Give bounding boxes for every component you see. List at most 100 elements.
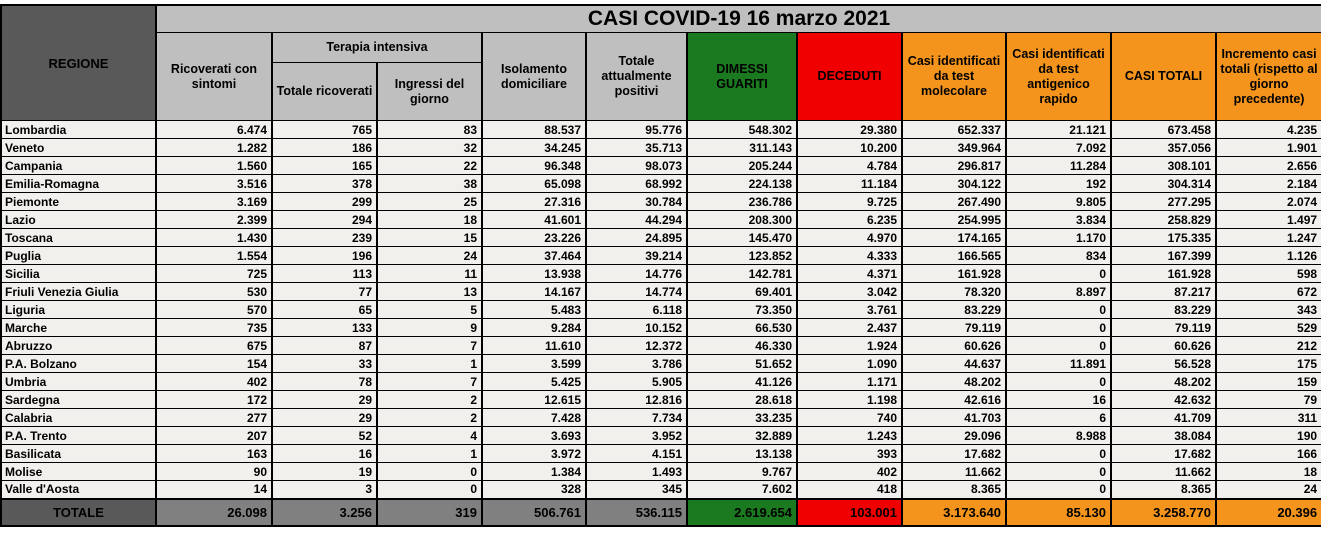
value-cell: 1: [376, 354, 483, 373]
value-cell: 161.928: [901, 264, 1007, 283]
value-cell: 1.497: [1214, 210, 1321, 229]
value-cell: 418: [796, 480, 903, 499]
value-cell: 239: [271, 228, 378, 247]
col-header-casi-totali: CASI TOTALI: [1110, 32, 1217, 121]
value-cell: 3.761: [796, 300, 903, 319]
table-row: P.A. Bolzano 154 33 1 3.599 3.786 51.652 1.090 4…: [0, 354, 1321, 373]
value-cell: 166: [1214, 444, 1321, 463]
value-cell: 2: [376, 408, 483, 427]
value-cell: 1.493: [585, 462, 688, 481]
value-cell: 3.952: [585, 426, 688, 445]
total-value-cell: 319: [376, 497, 483, 526]
value-cell: 1.171: [796, 372, 903, 391]
value-cell: 83: [376, 120, 483, 139]
region-name-cell: Piemonte: [0, 192, 157, 211]
value-cell: 1.243: [796, 426, 903, 445]
value-cell: 174.165: [901, 228, 1007, 247]
value-cell: 44.294: [585, 210, 688, 229]
value-cell: 13.938: [481, 264, 587, 283]
table-row: Basilicata 163 16 1 3.972 4.151 13.138 393 17.68…: [0, 444, 1321, 463]
table-row: Piemonte 3.169 299 25 27.316 30.784 236.786 9.7…: [0, 192, 1321, 211]
total-value-cell: 26.098: [155, 497, 273, 526]
value-cell: 38.084: [1110, 426, 1217, 445]
value-cell: 8.988: [1005, 426, 1112, 445]
value-cell: 7.734: [585, 408, 688, 427]
value-cell: 14.774: [585, 282, 688, 301]
value-cell: 1.282: [155, 138, 273, 157]
value-cell: 224.138: [686, 174, 798, 193]
total-value-cell: 3.258.770: [1110, 497, 1217, 526]
value-cell: 192: [1005, 174, 1112, 193]
value-cell: 6.118: [585, 300, 688, 319]
value-cell: 133: [271, 318, 378, 337]
value-cell: 311: [1214, 408, 1321, 427]
value-cell: 0: [1005, 372, 1112, 391]
value-cell: 73.350: [686, 300, 798, 319]
value-cell: 3.693: [481, 426, 587, 445]
value-cell: 834: [1005, 246, 1112, 265]
region-name-cell: Campania: [0, 156, 157, 175]
region-name-cell: Toscana: [0, 228, 157, 247]
value-cell: 18: [376, 210, 483, 229]
value-cell: 299: [271, 192, 378, 211]
value-cell: 4.235: [1214, 120, 1321, 139]
value-cell: 11.610: [481, 336, 587, 355]
value-cell: 740: [796, 408, 903, 427]
value-cell: 1: [376, 444, 483, 463]
value-cell: 328: [481, 480, 587, 499]
value-cell: 8.897: [1005, 282, 1112, 301]
value-cell: 11: [376, 264, 483, 283]
value-cell: 21.121: [1005, 120, 1112, 139]
value-cell: 65.098: [481, 174, 587, 193]
value-cell: 51.652: [686, 354, 798, 373]
value-cell: 0: [1005, 462, 1112, 481]
region-name-cell: Valle d'Aosta: [0, 480, 157, 499]
value-cell: 95.776: [585, 120, 688, 139]
value-cell: 267.490: [901, 192, 1007, 211]
value-cell: 24: [376, 246, 483, 265]
col-header-isolamento-domiciliare: Isolamento domiciliare: [481, 32, 587, 121]
value-cell: 23.226: [481, 228, 587, 247]
value-cell: 29.096: [901, 426, 1007, 445]
region-name-cell: Friuli Venezia Giulia: [0, 282, 157, 301]
total-value-cell: 85.130: [1005, 497, 1112, 526]
value-cell: 277: [155, 408, 273, 427]
value-cell: 17.682: [1110, 444, 1217, 463]
value-cell: 254.995: [901, 210, 1007, 229]
value-cell: 3.599: [481, 354, 587, 373]
value-cell: 5: [376, 300, 483, 319]
region-name-cell: P.A. Trento: [0, 426, 157, 445]
col-group-terapia-intensiva: Terapia intensiva: [271, 32, 483, 63]
value-cell: 196: [271, 246, 378, 265]
value-cell: 1.247: [1214, 228, 1321, 247]
value-cell: 29: [271, 408, 378, 427]
value-cell: 1.198: [796, 390, 903, 409]
value-cell: 25: [376, 192, 483, 211]
region-name-cell: P.A. Bolzano: [0, 354, 157, 373]
value-cell: 12.816: [585, 390, 688, 409]
value-cell: 9: [376, 318, 483, 337]
value-cell: 32: [376, 138, 483, 157]
value-cell: 161.928: [1110, 264, 1217, 283]
title-row: REGIONE CASI COVID-19 16 marzo 2021: [0, 4, 1321, 121]
col-header-dimessi-guariti: DIMESSI GUARITI: [686, 32, 798, 121]
value-cell: 1.554: [155, 246, 273, 265]
value-cell: 2: [376, 390, 483, 409]
value-cell: 10.152: [585, 318, 688, 337]
total-value-cell: 536.115: [585, 497, 688, 526]
value-cell: 19: [271, 462, 378, 481]
value-cell: 9.805: [1005, 192, 1112, 211]
value-cell: 28.618: [686, 390, 798, 409]
header-row-lower: Totale ricoverati Ingressi del giorno: [1, 62, 1321, 121]
value-cell: 4.151: [585, 444, 688, 463]
value-cell: 1.430: [155, 228, 273, 247]
value-cell: 14: [155, 480, 273, 499]
value-cell: 11.284: [1005, 156, 1112, 175]
value-cell: 16: [271, 444, 378, 463]
value-cell: 29: [271, 390, 378, 409]
value-cell: 548.302: [686, 120, 798, 139]
value-cell: 24: [1214, 480, 1321, 499]
total-label-cell: TOTALE: [0, 497, 157, 526]
region-name-cell: Abruzzo: [0, 336, 157, 355]
value-cell: 735: [155, 318, 273, 337]
